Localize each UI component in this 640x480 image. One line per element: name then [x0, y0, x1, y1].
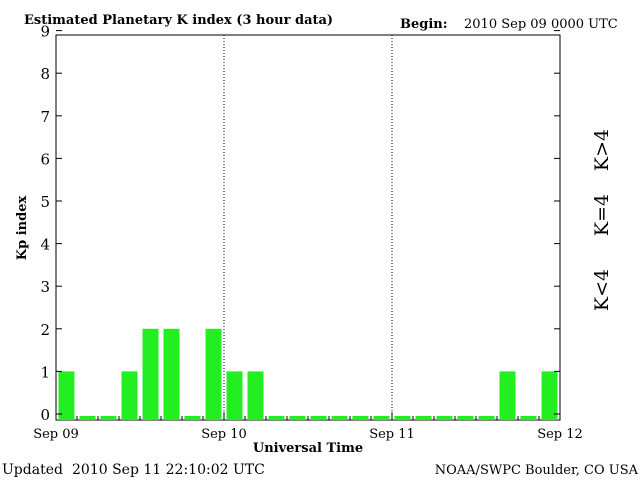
legend-below-4: K<4 — [591, 269, 613, 311]
kp-bar — [121, 371, 138, 420]
legend-above-4: K>4 — [591, 129, 613, 171]
kp-bar — [58, 371, 75, 420]
kp-bar — [142, 328, 159, 420]
kp-bar — [541, 371, 558, 420]
kp-bar — [163, 328, 180, 420]
y-tick-label: 6 — [40, 150, 50, 168]
y-tick-label: 8 — [40, 65, 50, 83]
kp-bar — [226, 371, 243, 420]
kp-bar — [373, 416, 390, 420]
y-tick-label: 0 — [40, 406, 50, 424]
x-tick-label: Sep 09 — [33, 427, 79, 442]
day-separators — [223, 35, 393, 420]
kp-bar — [79, 416, 96, 420]
y-tick-label: 7 — [40, 108, 50, 126]
kp-bar — [310, 416, 327, 420]
y-axis-label: Kp index — [15, 196, 30, 261]
bar-group — [58, 328, 558, 420]
kp-bar — [394, 416, 411, 420]
y-axis-ticks: 0 1 2 3 4 5 6 7 8 9 — [40, 23, 560, 424]
kp-bar — [436, 416, 453, 420]
y-tick-label: 5 — [40, 193, 50, 211]
kp-bar — [457, 416, 474, 420]
kp-bar — [100, 416, 117, 420]
x-tick-label: Sep 10 — [201, 427, 247, 442]
y-tick-label: 3 — [40, 278, 50, 296]
x-tick-label: Sep 11 — [369, 427, 415, 442]
source-credit: NOAA/SWPC Boulder, CO USA — [435, 463, 639, 478]
updated-value: 2010 Sep 11 22:10:02 UTC — [72, 462, 265, 478]
y-tick-label: 9 — [40, 23, 50, 41]
begin-label: Begin: — [400, 17, 448, 32]
chart-title: Estimated Planetary K index (3 hour data… — [24, 13, 333, 28]
kp-bar — [499, 371, 516, 420]
kp-bar — [205, 328, 222, 420]
y-tick-label: 1 — [40, 363, 50, 381]
plot-area — [55, 34, 561, 421]
x-axis-ticks: Sep 09 Sep 10 Sep 11 Sep 12 — [33, 412, 583, 442]
legend-equal-4: K=4 — [591, 194, 613, 236]
kp-bar — [247, 371, 264, 420]
y-tick-label: 4 — [40, 236, 50, 254]
kp-bar — [415, 416, 432, 420]
y-tick-label: 2 — [40, 321, 50, 339]
kp-bar — [268, 416, 285, 420]
kp-bar — [520, 416, 537, 420]
kp-bar — [184, 416, 201, 420]
kp-bar — [331, 416, 348, 420]
kp-bar — [289, 416, 306, 420]
begin-value: 2010 Sep 09 0000 UTC — [464, 17, 618, 32]
x-tick-label: Sep 12 — [537, 427, 583, 442]
x-axis-label: Universal Time — [253, 441, 363, 456]
updated-label: Updated — [2, 462, 63, 478]
kp-bar — [352, 416, 369, 420]
kp-bar — [478, 416, 495, 420]
